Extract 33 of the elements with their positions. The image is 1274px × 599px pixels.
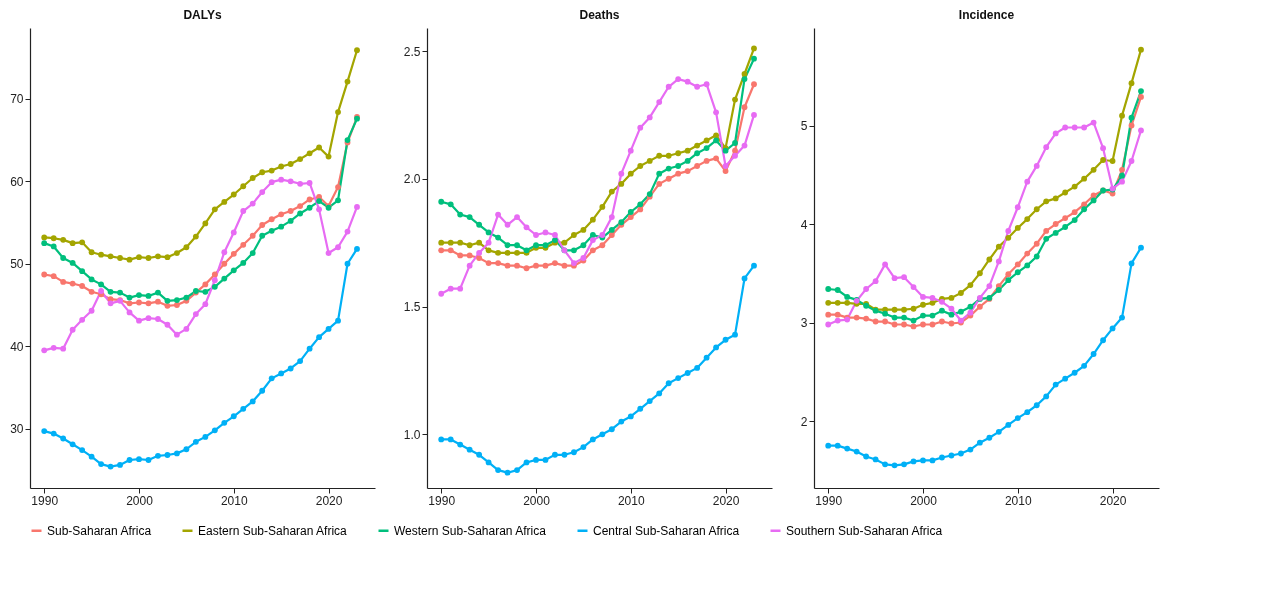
y-tick-label: 5 xyxy=(800,119,808,134)
y-tick-label: 3 xyxy=(800,316,808,331)
y-tick-label: 60 xyxy=(10,174,24,189)
y-tick-label: 40 xyxy=(10,339,24,354)
y-tick-label: 4 xyxy=(800,217,808,232)
legend-label: Southern Sub-Saharan Africa xyxy=(786,523,943,538)
y-tick-label: 2.5 xyxy=(403,44,421,59)
legend-label: Central Sub-Saharan Africa xyxy=(593,523,740,538)
chart-title: Incidence xyxy=(958,8,1015,22)
y-tick-label: 1.0 xyxy=(403,427,421,442)
x-tick-label: 2010 xyxy=(1004,493,1032,508)
y-tick-label: 70 xyxy=(10,92,24,107)
x-tick-label: 2000 xyxy=(523,493,551,508)
x-tick-label: 1990 xyxy=(428,493,456,508)
x-tick-label: 1990 xyxy=(815,493,843,508)
x-tick-label: 2010 xyxy=(220,493,248,508)
x-tick-label: 1990 xyxy=(31,493,59,508)
legend-label: Sub-Saharan Africa xyxy=(47,523,152,538)
x-tick-label: 2000 xyxy=(126,493,154,508)
y-tick-label: 2 xyxy=(800,414,808,429)
x-tick-label: 2020 xyxy=(315,493,343,508)
x-tick-label: 2010 xyxy=(617,493,645,508)
y-tick-label: 30 xyxy=(10,422,24,437)
x-tick-label: 2000 xyxy=(910,493,938,508)
legend-label: Eastern Sub-Saharan Africa xyxy=(198,523,348,538)
chart-title: DALYs xyxy=(183,8,222,22)
legend-label: Western Sub-Saharan Africa xyxy=(394,523,547,538)
y-tick-label: 50 xyxy=(10,257,24,272)
x-tick-label: 2020 xyxy=(1099,493,1127,508)
chart-title: Deaths xyxy=(579,8,620,22)
y-tick-label: 1.5 xyxy=(403,300,421,315)
y-tick-label: 2.0 xyxy=(403,172,421,187)
x-tick-label: 2020 xyxy=(712,493,740,508)
